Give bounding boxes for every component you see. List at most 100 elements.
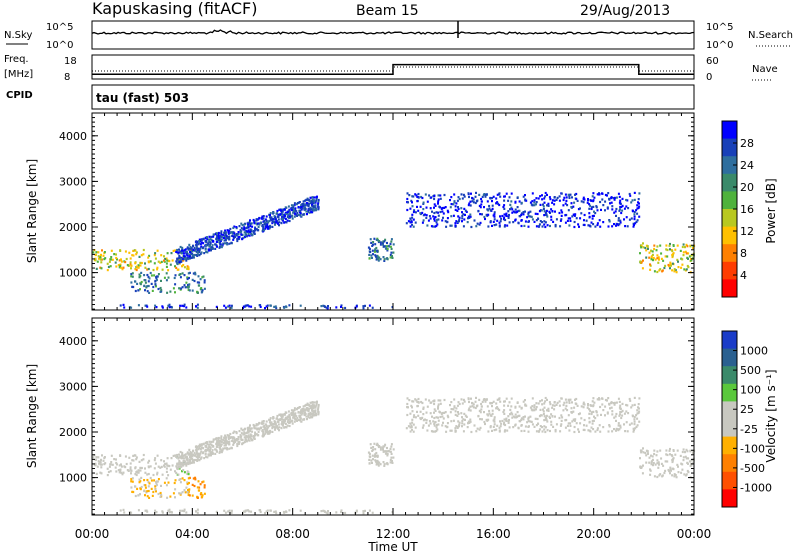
power-cell bbox=[631, 209, 634, 212]
power-cell bbox=[511, 211, 514, 214]
velocity-cell bbox=[203, 486, 206, 489]
velocity-cell bbox=[668, 449, 671, 452]
nave-series bbox=[92, 66, 694, 72]
velocity-cell bbox=[454, 413, 457, 416]
velocity-cell bbox=[624, 430, 627, 433]
velocity-cell bbox=[650, 454, 652, 457]
power-cell bbox=[115, 253, 117, 256]
velocity-cell bbox=[419, 410, 422, 413]
velocity-cell bbox=[538, 428, 541, 431]
power-cell bbox=[378, 256, 381, 259]
velocity-cell bbox=[163, 481, 166, 484]
velocity-cell bbox=[648, 456, 651, 459]
power-cell bbox=[410, 219, 413, 222]
velocity-cell bbox=[553, 404, 556, 407]
power-cell bbox=[160, 254, 163, 257]
velocity-cell bbox=[188, 453, 191, 456]
power-cell bbox=[193, 246, 196, 250]
power-cell bbox=[317, 200, 320, 203]
velocity-cell bbox=[178, 466, 181, 469]
velocity-cell bbox=[310, 404, 313, 408]
velocity-cell bbox=[262, 432, 265, 435]
velocity-cell bbox=[681, 463, 684, 466]
power-cell bbox=[592, 223, 595, 226]
power-cell bbox=[302, 213, 305, 216]
power-cell bbox=[516, 196, 519, 199]
power-cell bbox=[132, 285, 135, 289]
power-cell bbox=[299, 304, 302, 307]
power-cell bbox=[685, 243, 688, 246]
velocity-cell bbox=[242, 510, 245, 513]
power-cell bbox=[469, 213, 472, 216]
velocity-cell bbox=[279, 418, 282, 421]
velocity-cell bbox=[520, 418, 523, 421]
velocity-cell bbox=[674, 453, 677, 456]
velocity-cell bbox=[195, 445, 198, 448]
velocity-cell bbox=[291, 419, 294, 422]
power-cell bbox=[309, 206, 312, 209]
power-cell bbox=[685, 252, 688, 255]
power-cell bbox=[219, 235, 222, 238]
power-cell bbox=[180, 260, 183, 263]
velocity-cell bbox=[437, 407, 439, 410]
velocity-cell bbox=[150, 479, 153, 482]
power-cell bbox=[362, 305, 365, 308]
velocity-cell bbox=[441, 412, 444, 415]
power-cell bbox=[463, 218, 466, 221]
velocity-cell bbox=[183, 479, 186, 482]
velocity-cell bbox=[598, 398, 601, 401]
power-cell bbox=[243, 235, 246, 239]
velocity-cell bbox=[161, 473, 164, 476]
power-cell bbox=[385, 257, 388, 260]
velocity-cell bbox=[443, 411, 446, 414]
power-cell bbox=[249, 228, 252, 231]
velocity-cell bbox=[119, 469, 122, 472]
velocity-cell bbox=[412, 423, 415, 426]
velocity-cell bbox=[669, 466, 672, 469]
power-cell bbox=[228, 235, 231, 238]
velocity-cell bbox=[185, 455, 188, 458]
power-cell bbox=[310, 210, 313, 213]
velocity-cell bbox=[306, 409, 309, 412]
power-cell bbox=[460, 207, 463, 210]
power-cell bbox=[462, 193, 465, 196]
velocity-cell bbox=[657, 466, 660, 469]
velocity-cell bbox=[621, 414, 624, 417]
power-cell bbox=[498, 203, 501, 207]
velocity-cell bbox=[518, 405, 521, 408]
velocity-cell bbox=[199, 447, 202, 450]
velocity-cell bbox=[293, 413, 295, 416]
velocity-cell bbox=[280, 427, 283, 430]
power-cell bbox=[621, 197, 624, 200]
velocity-cell bbox=[382, 461, 385, 464]
power-cell bbox=[297, 201, 300, 204]
power-cell bbox=[626, 199, 629, 202]
power-cell bbox=[220, 232, 223, 235]
power-cell bbox=[193, 279, 196, 283]
velocity-cell bbox=[275, 417, 278, 420]
velocity-cell bbox=[537, 402, 540, 405]
velocity-cell bbox=[538, 430, 541, 433]
power-cell bbox=[269, 304, 272, 307]
power-cell bbox=[287, 213, 290, 216]
power-cell bbox=[534, 212, 537, 215]
power-cell bbox=[486, 200, 489, 203]
power-cell bbox=[299, 214, 302, 217]
velocity-cell bbox=[202, 451, 205, 454]
power-cell bbox=[176, 248, 179, 252]
velocity-cell bbox=[406, 397, 409, 400]
power-cell bbox=[174, 291, 176, 294]
power-cell bbox=[470, 192, 472, 195]
velocity-cell bbox=[313, 413, 316, 416]
velocity-cell bbox=[408, 399, 411, 402]
velocity-cell bbox=[377, 444, 379, 447]
power-cell bbox=[114, 261, 117, 264]
power-cell bbox=[420, 195, 423, 199]
velocity-cell bbox=[311, 416, 314, 419]
velocity-cell bbox=[498, 408, 501, 412]
power-cell bbox=[311, 205, 314, 208]
power-cell bbox=[505, 214, 508, 217]
power-cell bbox=[638, 215, 641, 218]
power-cell bbox=[589, 225, 592, 228]
power-cell bbox=[674, 248, 677, 251]
